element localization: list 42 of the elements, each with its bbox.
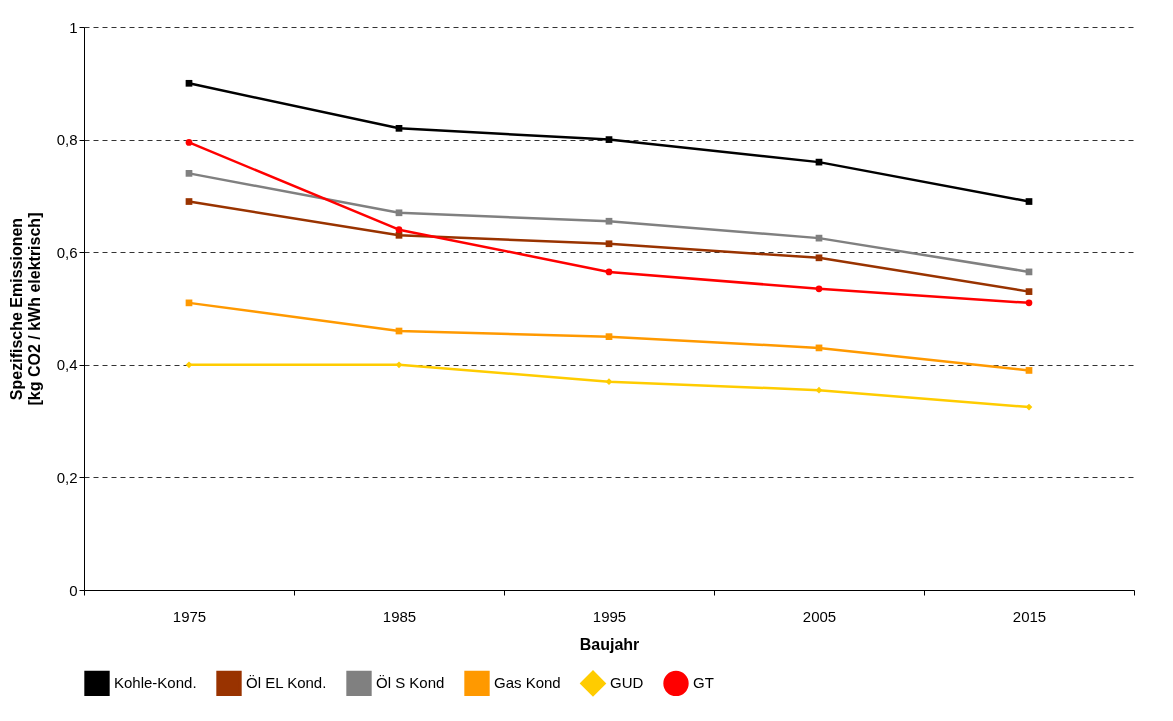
x-tick-label: 1985 (382, 607, 417, 625)
point (185, 361, 193, 369)
point (1025, 403, 1033, 411)
y-tick-label: 1 (69, 18, 78, 36)
point (185, 170, 193, 177)
point (815, 386, 823, 394)
point (395, 226, 403, 234)
point (605, 268, 613, 276)
x-tick-label: 2015 (1012, 607, 1047, 625)
point (1025, 299, 1033, 307)
point (1025, 367, 1033, 374)
legend-label: GUD (610, 674, 644, 692)
y-tick-label: 0,2 (56, 468, 78, 486)
y-tick-label: 0,8 (56, 131, 78, 149)
point (395, 209, 403, 217)
y-axis-title: Spezifische Emissionen [kg CO2 / kWh elektrisch] (7, 212, 43, 406)
legend-label: Öl EL Kond. (246, 674, 327, 692)
x-tick-label: 1975 (172, 607, 207, 625)
point (185, 198, 193, 205)
point (395, 361, 403, 369)
point (815, 285, 823, 293)
point (1025, 198, 1033, 205)
point (605, 136, 613, 143)
y-tick-label: 0,4 (56, 356, 78, 374)
point (605, 240, 613, 248)
x-tick-label: 1995 (592, 607, 627, 625)
point (605, 378, 613, 386)
x-tick-label: 2005 (802, 607, 837, 625)
y-tick-label: 0,6 (56, 243, 78, 261)
point (395, 124, 403, 132)
x-axis-title: Baujahr (579, 635, 640, 653)
point (1025, 288, 1033, 295)
legend-label: Öl S Kond (376, 674, 445, 692)
legend-label: Kohle-Kond. (114, 674, 197, 692)
point (185, 139, 193, 146)
legend-label: GT (693, 674, 714, 692)
y-tick-label: 0 (69, 581, 78, 599)
legend-label: Gas Kond (494, 674, 561, 692)
point (605, 217, 613, 225)
point (605, 333, 613, 340)
point (185, 79, 193, 87)
point (815, 254, 823, 262)
